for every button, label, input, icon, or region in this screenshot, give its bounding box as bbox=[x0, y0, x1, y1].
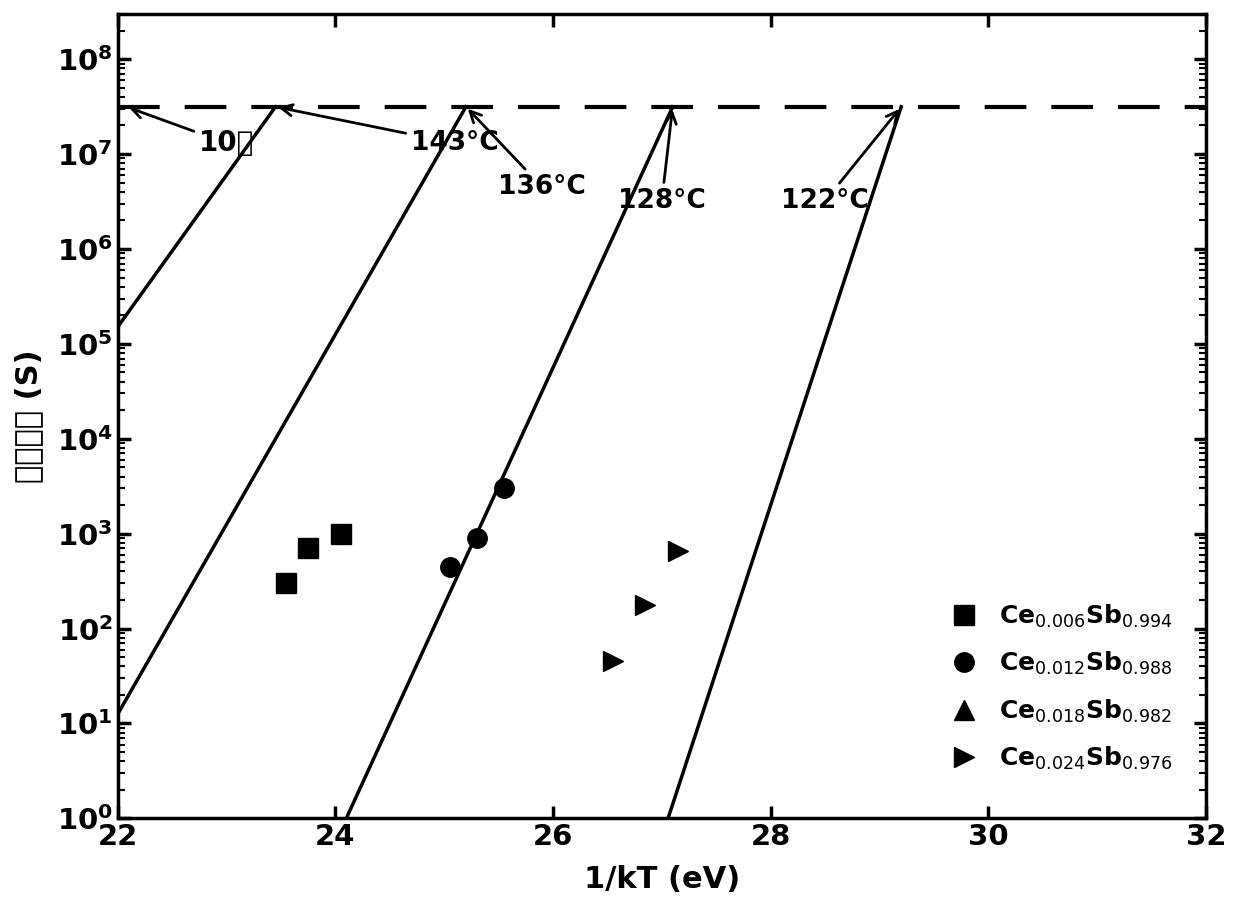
Legend: Ce$_{0.006}$Sb$_{0.994}$, Ce$_{0.012}$Sb$_{0.988}$, Ce$_{0.018}$Sb$_{0.982}$, Ce: Ce$_{0.006}$Sb$_{0.994}$, Ce$_{0.012}$Sb… bbox=[939, 593, 1183, 782]
Y-axis label: 失效时间 (S): 失效时间 (S) bbox=[14, 350, 43, 483]
Text: 143°C: 143°C bbox=[281, 104, 498, 156]
X-axis label: 1/kT (eV): 1/kT (eV) bbox=[584, 865, 740, 894]
Text: 136°C: 136°C bbox=[470, 111, 587, 200]
Text: 10年: 10年 bbox=[131, 107, 254, 157]
Text: 128°C: 128°C bbox=[618, 113, 706, 214]
Text: 122°C: 122°C bbox=[781, 112, 898, 214]
